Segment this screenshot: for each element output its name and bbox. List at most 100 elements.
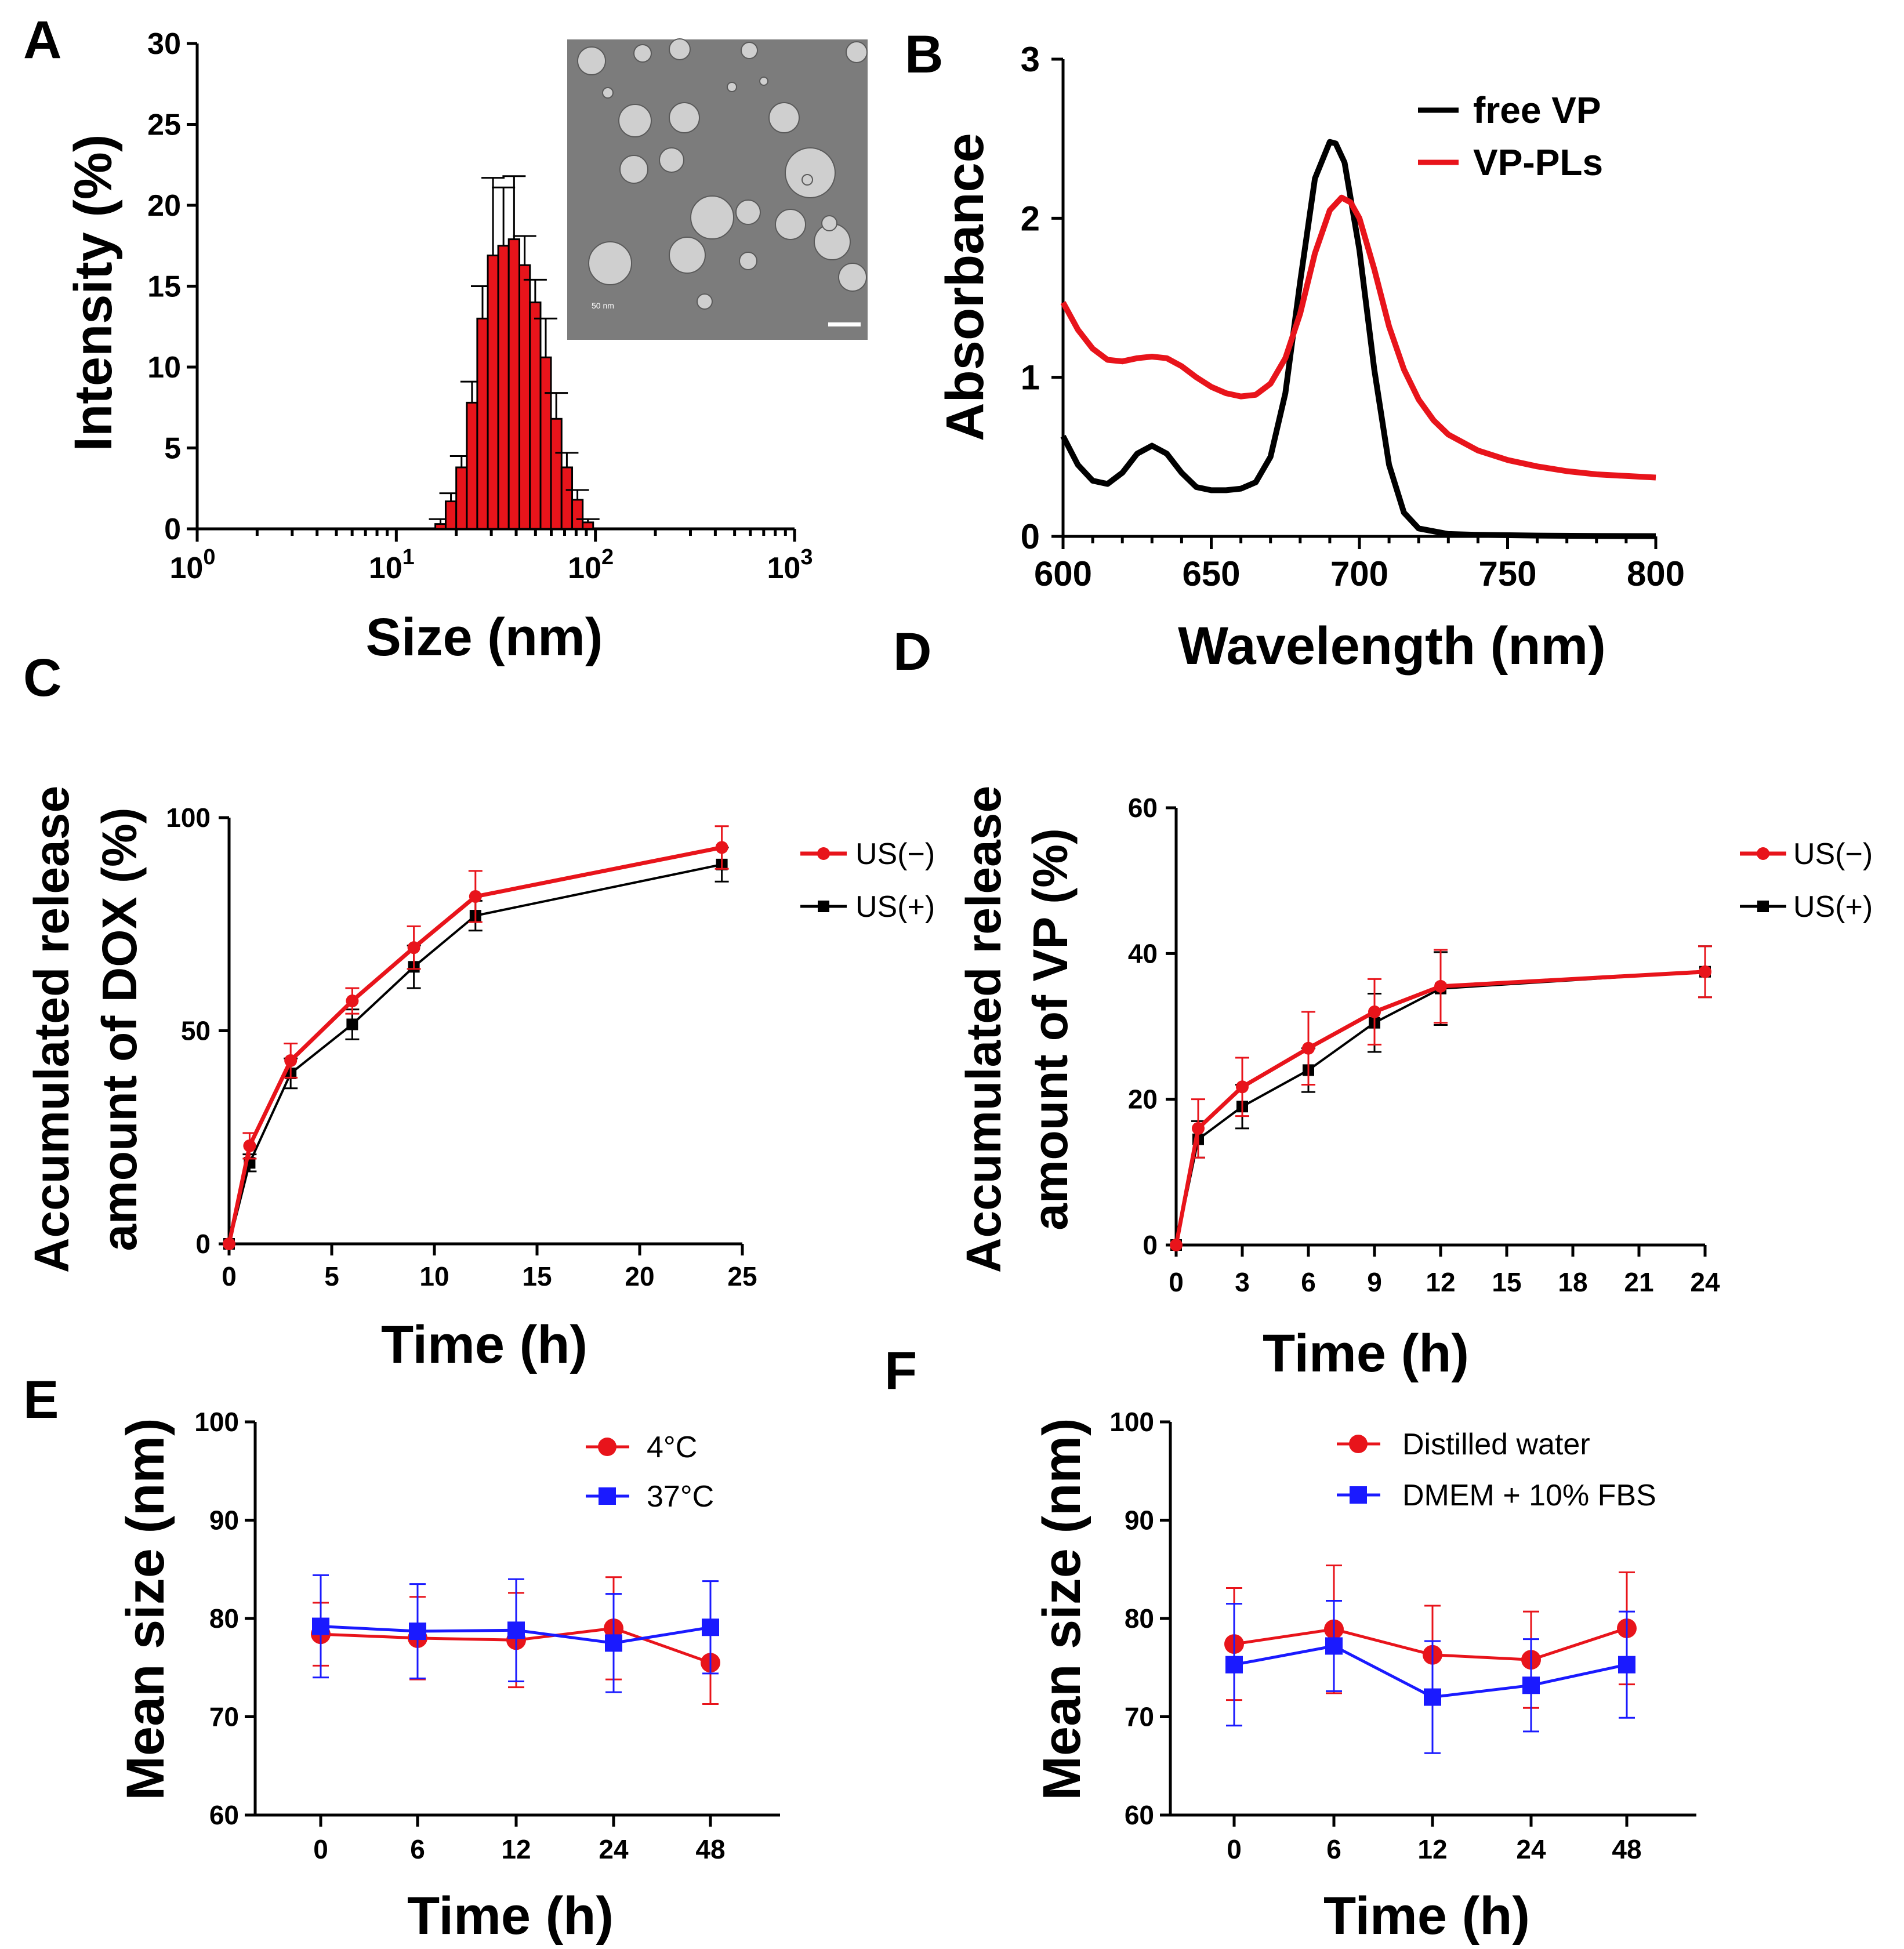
histogram-bar bbox=[550, 418, 563, 530]
x-tick-label-d: 9 bbox=[1367, 1267, 1382, 1297]
y-axis-title-d-line2: amount of VP (%) bbox=[1023, 828, 1078, 1231]
histogram-bar bbox=[455, 466, 468, 530]
y-tick-label-e: 100 bbox=[194, 1407, 239, 1437]
y-tick-label-d: 60 bbox=[1128, 793, 1158, 823]
panel-label-e: E bbox=[23, 1370, 59, 1429]
legend-d-label-2: US(+) bbox=[1793, 890, 1873, 924]
tem-particle bbox=[602, 87, 614, 99]
data-point bbox=[1522, 1676, 1540, 1694]
x-tick-label-d: 24 bbox=[1690, 1267, 1720, 1297]
data-point bbox=[1618, 1656, 1635, 1674]
x-tick-label-d: 18 bbox=[1558, 1267, 1587, 1297]
data-point bbox=[1192, 1122, 1205, 1135]
histogram-bar bbox=[571, 499, 584, 530]
tem-particle bbox=[775, 209, 806, 240]
x-tick-label-d: 21 bbox=[1624, 1267, 1653, 1297]
x-tick-label-d: 3 bbox=[1235, 1267, 1250, 1297]
y-tick-label-a: 0 bbox=[164, 513, 181, 546]
histogram-bar bbox=[476, 317, 489, 530]
x-tick-label-d: 6 bbox=[1301, 1267, 1316, 1297]
data-point bbox=[1368, 1005, 1381, 1018]
y-tick-label-e: 60 bbox=[209, 1800, 239, 1830]
spectrum-line-2 bbox=[1060, 194, 1656, 481]
x-tick-label-f: 24 bbox=[1516, 1834, 1546, 1864]
data-point bbox=[507, 1621, 525, 1639]
y-tick-label-c: 50 bbox=[181, 1016, 211, 1046]
y-tick-label-b: 2 bbox=[1021, 199, 1040, 238]
legend-f-marker-2 bbox=[1350, 1486, 1367, 1504]
x-tick-label-d: 12 bbox=[1426, 1267, 1455, 1297]
data-point bbox=[346, 995, 359, 1008]
y-tick-label-f: 60 bbox=[1125, 1800, 1154, 1830]
x-tick-label-a: 101 bbox=[369, 545, 415, 585]
scale-bar-label: 50 nm bbox=[592, 301, 614, 310]
x-axis-title-c: Time (h) bbox=[381, 1315, 587, 1374]
x-tick-label-e: 6 bbox=[410, 1834, 425, 1864]
x-tick-label-c: 0 bbox=[222, 1261, 237, 1291]
y-tick-label-a: 15 bbox=[147, 270, 181, 304]
legend-c-label-1: US(−) bbox=[855, 837, 935, 871]
x-tick-label-b: 650 bbox=[1182, 554, 1240, 593]
histogram-bar bbox=[582, 521, 594, 530]
x-tick-label-b: 800 bbox=[1627, 554, 1685, 593]
tem-particle bbox=[669, 38, 691, 60]
tem-particle bbox=[821, 215, 837, 231]
x-tick-label-b: 750 bbox=[1478, 554, 1536, 593]
data-point bbox=[1325, 1637, 1343, 1655]
y-tick-label-c: 100 bbox=[166, 803, 211, 833]
x-tick-label-c: 5 bbox=[324, 1261, 339, 1291]
panel-d: D 0 20 40 60 0 3 6 9 12 15 18 21 24 US(−) US(+) Time… bbox=[893, 622, 1873, 1383]
x-axis-title-f: Time (h) bbox=[1323, 1886, 1530, 1946]
legend-c-label-2: US(+) bbox=[855, 890, 935, 924]
histogram-bar bbox=[466, 401, 478, 530]
tem-particle bbox=[735, 199, 761, 225]
tem-particle bbox=[588, 241, 632, 285]
legend-e-marker-2 bbox=[599, 1487, 616, 1505]
tem-particle bbox=[802, 174, 813, 186]
panel-label-a: A bbox=[23, 10, 61, 70]
y-axis-title-f: Mean size (nm) bbox=[1032, 1418, 1091, 1800]
y-tick-label-b: 3 bbox=[1021, 40, 1040, 79]
tem-particle bbox=[669, 102, 700, 133]
y-axis-title-b: Absorbance bbox=[935, 133, 995, 441]
panel-b: B 0 1 2 3 600 650 700 750 800 free VP VP-PLs Wav… bbox=[905, 25, 1685, 676]
x-tick-label-d: 15 bbox=[1492, 1267, 1521, 1297]
data-point bbox=[715, 841, 728, 854]
tem-particle bbox=[838, 263, 867, 292]
y-tick-label-f: 90 bbox=[1125, 1505, 1154, 1536]
tem-particle bbox=[739, 252, 757, 270]
y-axis-title-e: Mean size (nm) bbox=[116, 1418, 175, 1800]
histogram-bar bbox=[560, 466, 574, 530]
x-tick-label-e: 0 bbox=[313, 1834, 328, 1864]
tem-particle bbox=[633, 44, 652, 63]
histogram-bar bbox=[539, 356, 552, 530]
y-tick-label-c: 0 bbox=[195, 1229, 211, 1259]
x-axis-title-d: Time (h) bbox=[1263, 1324, 1469, 1383]
y-tick-label-e: 70 bbox=[209, 1702, 239, 1732]
panel-a: A 0 5 10 15 20 25 30 100 101 102 103 50 nm Size (n… bbox=[23, 10, 868, 667]
tem-particle bbox=[846, 41, 868, 63]
y-tick-label-f: 100 bbox=[1109, 1407, 1154, 1437]
x-tick-label-a: 103 bbox=[767, 545, 813, 585]
tem-particle bbox=[759, 77, 768, 86]
legend-c-marker-1 bbox=[817, 847, 830, 860]
histogram-bar bbox=[529, 301, 542, 530]
x-tick-label-a: 102 bbox=[568, 545, 614, 585]
x-tick-label-e: 48 bbox=[695, 1834, 725, 1864]
x-tick-label-c: 10 bbox=[419, 1261, 449, 1291]
x-tick-label-f: 0 bbox=[1227, 1834, 1242, 1864]
legend-f-label-2: DMEM + 10% FBS bbox=[1402, 1479, 1656, 1512]
tem-particle bbox=[619, 155, 648, 184]
panel-label-c: C bbox=[23, 648, 61, 707]
y-tick-label-e: 80 bbox=[209, 1603, 239, 1634]
tem-particle bbox=[727, 82, 737, 92]
y-tick-label-f: 70 bbox=[1125, 1702, 1154, 1732]
histogram-bar bbox=[487, 254, 499, 530]
y-tick-label-d: 40 bbox=[1128, 938, 1158, 968]
data-point bbox=[223, 1237, 235, 1250]
data-point bbox=[469, 890, 482, 903]
y-tick-label-b: 0 bbox=[1021, 517, 1040, 556]
data-point bbox=[1699, 965, 1711, 978]
